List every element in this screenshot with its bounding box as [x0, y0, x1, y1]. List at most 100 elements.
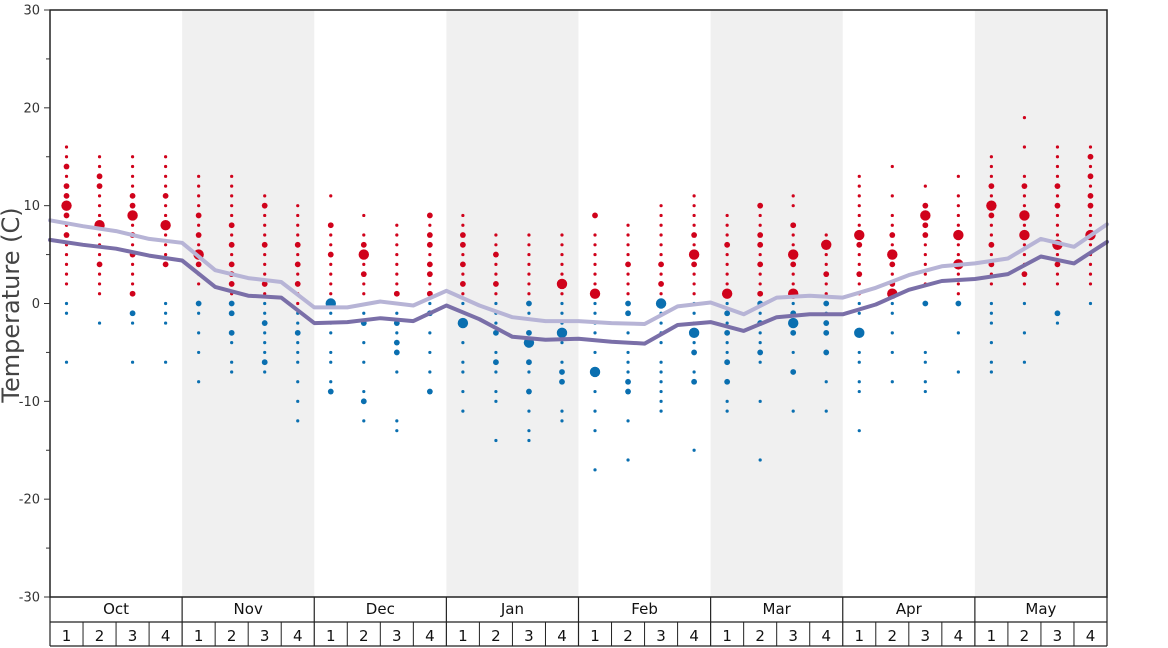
- cold-point: [923, 350, 927, 355]
- warm-point: [329, 272, 333, 276]
- cold-point: [923, 389, 927, 394]
- warm-point: [956, 223, 960, 227]
- cold-point: [989, 311, 993, 315]
- warm-point: [692, 292, 696, 296]
- cold-point: [261, 359, 268, 366]
- cold-point: [593, 409, 597, 413]
- warm-point: [1022, 174, 1027, 178]
- month-bands: [182, 10, 1107, 597]
- month-label: Apr: [896, 600, 923, 618]
- warm-point: [725, 252, 729, 257]
- warm-point: [527, 243, 531, 247]
- cold-point: [857, 380, 861, 384]
- warm-point: [164, 164, 168, 169]
- cold-point: [593, 468, 597, 472]
- warm-point: [197, 243, 201, 247]
- warm-point: [64, 252, 69, 257]
- warm-point: [923, 262, 927, 266]
- warm-point: [1022, 116, 1027, 120]
- warm-point: [1022, 282, 1027, 286]
- warm-point: [989, 223, 993, 227]
- warm-point: [97, 272, 102, 276]
- warm-point: [1088, 184, 1093, 188]
- week-label: 2: [491, 627, 501, 645]
- trend-lines: [48, 218, 1109, 346]
- warm-point: [263, 292, 267, 296]
- warm-point: [1022, 194, 1027, 198]
- cold-point: [1022, 301, 1027, 306]
- cold-point: [626, 350, 630, 355]
- cold-point: [692, 311, 696, 315]
- cold-point: [989, 321, 993, 325]
- warm-point: [988, 212, 995, 219]
- warm-point: [692, 194, 696, 198]
- warm-point: [923, 243, 927, 247]
- week-label: 4: [689, 627, 699, 645]
- cold-point: [560, 311, 564, 315]
- cold-point: [791, 301, 795, 306]
- cold-point: [890, 301, 894, 306]
- week-label: 4: [821, 627, 831, 645]
- warm-point: [758, 272, 762, 276]
- cold-point: [527, 311, 531, 315]
- cold-point: [230, 360, 234, 364]
- warm-point: [197, 174, 201, 178]
- warm-point: [459, 241, 466, 248]
- warm-point: [64, 282, 69, 286]
- warm-point: [362, 292, 366, 296]
- warm-point: [725, 282, 729, 286]
- warm-point: [461, 213, 465, 218]
- cold-point: [725, 399, 729, 403]
- cold-point: [494, 399, 498, 403]
- warm-point: [426, 232, 433, 238]
- warm-point: [230, 184, 234, 188]
- warm-point: [560, 243, 564, 247]
- cold-point: [625, 378, 631, 385]
- cold-point: [626, 419, 630, 423]
- warm-point: [725, 223, 729, 227]
- month-label: May: [1025, 600, 1056, 618]
- warm-point: [327, 251, 334, 258]
- warm-point: [1088, 145, 1093, 149]
- cold-point: [758, 331, 762, 335]
- warm-point: [560, 262, 564, 266]
- warm-point: [63, 192, 70, 199]
- warm-point: [1055, 213, 1060, 218]
- warm-point: [395, 282, 399, 286]
- warm-point: [691, 261, 698, 268]
- warm-point: [989, 174, 993, 178]
- warm-point: [64, 174, 69, 178]
- warm-point: [261, 281, 268, 287]
- warm-point: [1088, 213, 1093, 218]
- cold-point: [823, 300, 830, 307]
- warm-point: [527, 233, 531, 237]
- cold-point: [589, 366, 601, 378]
- warm-point: [989, 282, 993, 286]
- month-band: [974, 10, 1107, 597]
- warm-point: [197, 204, 201, 208]
- warm-point: [527, 282, 531, 286]
- warm-point: [1088, 164, 1093, 169]
- warm-point: [263, 194, 267, 198]
- warm-point: [527, 262, 531, 266]
- warm-point: [329, 243, 333, 247]
- cold-point: [428, 301, 432, 306]
- cold-point: [989, 370, 993, 374]
- warm-point: [1021, 271, 1028, 278]
- warm-point: [920, 210, 931, 221]
- warm-point: [97, 292, 102, 296]
- cold-point: [64, 311, 69, 315]
- warm-point: [791, 243, 795, 247]
- warm-point: [890, 272, 894, 276]
- warm-point: [64, 262, 69, 266]
- cold-point: [593, 311, 597, 315]
- cold-point: [526, 329, 532, 336]
- warm-point: [593, 233, 597, 237]
- warm-point: [923, 184, 927, 188]
- warm-point: [63, 212, 70, 219]
- warm-point: [625, 261, 631, 268]
- warm-point: [197, 194, 201, 198]
- week-label: 2: [95, 627, 105, 645]
- warm-point: [395, 233, 399, 237]
